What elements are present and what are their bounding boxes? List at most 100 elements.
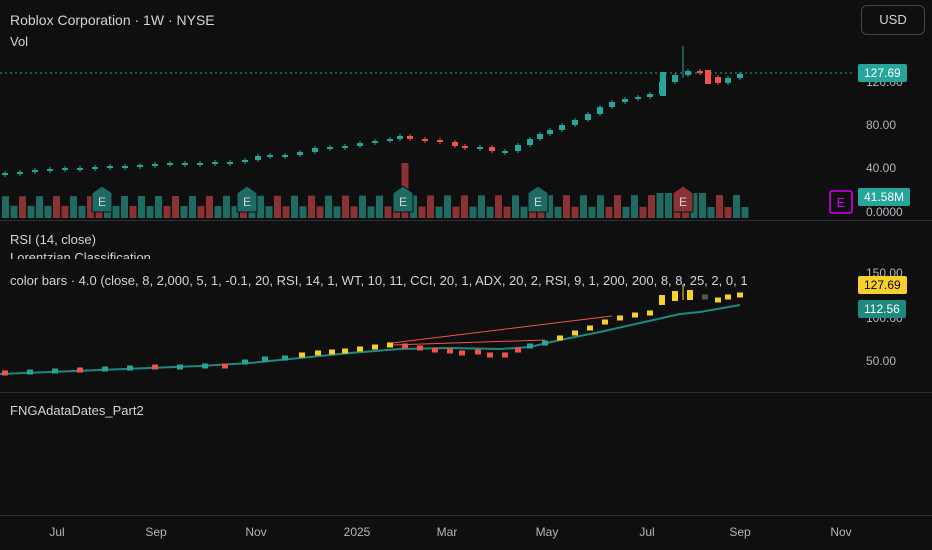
volume-bar: [163, 206, 171, 218]
candle: [197, 163, 203, 165]
volume-bar: [648, 195, 655, 218]
candle: [92, 167, 98, 169]
volume-bar: [44, 205, 52, 218]
color-bar: [702, 294, 708, 300]
candle: [527, 139, 533, 145]
time-label: Mar: [436, 525, 458, 539]
color-bar: [447, 348, 453, 354]
volume-bar: [146, 206, 154, 218]
earnings-marker-label: E: [679, 195, 687, 209]
color-bar: [487, 352, 493, 358]
volume-bar: [291, 195, 298, 218]
volume-bar: [197, 206, 205, 218]
colorbars-indicator-label[interactable]: color bars · 4.0 (close, 8, 2,000, 5, 1,…: [10, 273, 748, 288]
candle: [489, 147, 495, 151]
pane-separator[interactable]: [0, 220, 932, 221]
color-bar: [387, 342, 393, 348]
earnings-marker-icon: [392, 185, 414, 213]
candle: [212, 162, 218, 164]
volume-bar: [121, 196, 128, 218]
pane-separator[interactable]: [0, 515, 932, 516]
candle: [77, 168, 83, 170]
volume-bar: [665, 193, 672, 218]
volume-bar: [724, 206, 732, 218]
color-bar: [725, 294, 731, 300]
color-bar: [659, 295, 665, 305]
color-bar: [2, 370, 8, 376]
volume-bar: [61, 205, 69, 218]
volume-bar: [520, 206, 528, 218]
candle: [47, 169, 53, 171]
symbol-title[interactable]: Roblox Corporation · 1W · NYSE: [10, 12, 215, 28]
color-bar: [77, 367, 83, 373]
currency-button[interactable]: USD: [861, 5, 925, 35]
candle: [715, 77, 721, 83]
time-label: May: [535, 525, 559, 539]
color-bar: [432, 347, 438, 353]
volume-bar: [741, 207, 749, 218]
candle: [107, 166, 113, 168]
color-bar: [222, 363, 228, 369]
fng-indicator-label[interactable]: FNGAdataDates_Part2: [10, 403, 144, 418]
volume-bar: [342, 195, 349, 218]
volume-bar: [486, 206, 494, 218]
candle: [609, 102, 615, 107]
color-bar: [602, 319, 608, 325]
color-bar: [737, 292, 743, 298]
color-bar: [127, 365, 133, 371]
color-bar: [402, 343, 408, 349]
volume-bar: [350, 206, 358, 218]
volume-bar: [78, 205, 86, 218]
color-bar: [572, 330, 578, 336]
candle: [32, 170, 38, 172]
candle: [62, 168, 68, 170]
candle: [547, 130, 553, 134]
candle: [167, 163, 173, 165]
rsi-indicator-label[interactable]: RSI (14, close): [10, 232, 96, 247]
volume-bar: [308, 195, 315, 218]
time-label: Nov: [830, 525, 852, 539]
volume-bar: [631, 195, 638, 218]
color-bar: [357, 346, 363, 352]
time-label: Sep: [145, 525, 167, 539]
pane-separator[interactable]: [0, 392, 932, 393]
candle: [152, 164, 158, 166]
volume-bar: [172, 195, 179, 218]
color-bar: [587, 325, 593, 331]
volume-bar: [138, 196, 145, 218]
earnings-flag-label: E: [837, 195, 846, 210]
color-bar: [299, 352, 305, 358]
volume-bar: [554, 206, 562, 218]
last-price-tag: 127.69: [858, 64, 907, 82]
volume-bar: [435, 206, 443, 218]
time-label: 2025: [343, 525, 371, 539]
volume-bar: [707, 206, 715, 218]
color-bar: [527, 343, 533, 349]
candle: [17, 172, 23, 174]
volume-bar: [588, 206, 596, 218]
color-bar: [515, 347, 521, 353]
candle: [407, 136, 413, 139]
candle: [685, 71, 691, 75]
color-bar: [417, 345, 423, 351]
lorentzian-label[interactable]: Lorentzian Classification: [10, 251, 151, 259]
time-label: Jul: [49, 525, 65, 539]
volume-bar: [503, 206, 511, 218]
volume-bar: [325, 195, 332, 218]
candle: [462, 146, 468, 148]
candle: [572, 120, 578, 125]
volume-bar: [546, 195, 553, 218]
volume-bar: [639, 206, 647, 218]
earnings-marker-label: E: [399, 195, 407, 209]
candle: [635, 97, 641, 99]
volume-bar: [70, 196, 77, 218]
volume-bar: [452, 206, 460, 218]
candle: [437, 140, 443, 142]
volume-indicator-label[interactable]: Vol: [10, 34, 29, 49]
candle: [137, 165, 143, 167]
candle: [559, 125, 565, 130]
candle: [672, 75, 678, 82]
y-tick-80: 80.00: [866, 118, 897, 132]
volume-bar: [580, 195, 587, 218]
